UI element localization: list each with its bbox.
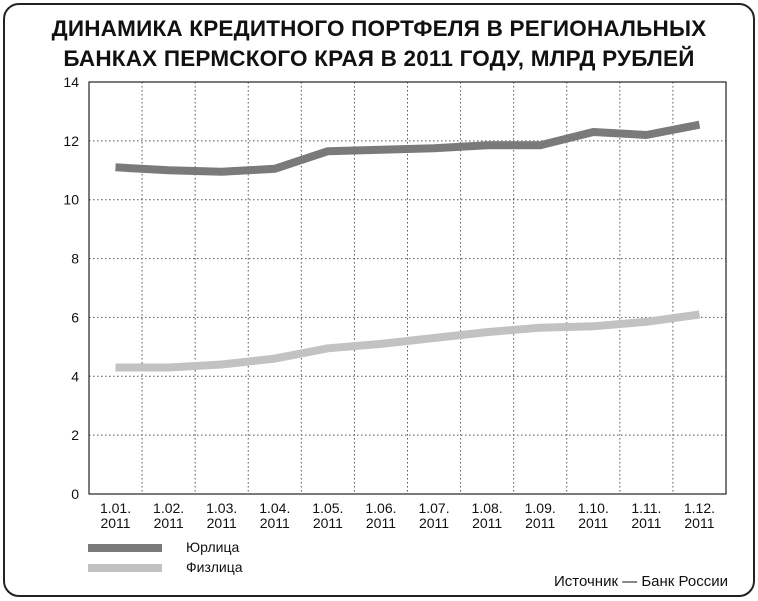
y-tick-label-4: 8 xyxy=(71,251,79,267)
chart-title: ДИНАМИКА КРЕДИТНОГО ПОРТФЕЛЯ В РЕГИОНАЛЬ… xyxy=(0,14,758,74)
series-line-1 xyxy=(115,310,701,372)
x-tick-label-date-0: 1.01. xyxy=(100,500,131,516)
x-tick-label-year-11: 2011 xyxy=(684,515,714,531)
x-tick-label-date-9: 1.10. xyxy=(578,500,609,516)
x-tick-label-year-2: 2011 xyxy=(207,515,237,531)
legend-label-fizlitsa: Физлица xyxy=(186,559,243,575)
x-tick-label-date-10: 1.11. xyxy=(631,500,661,516)
x-tick-label-date-6: 1.07. xyxy=(418,500,449,516)
x-tick-label-date-3: 1.04. xyxy=(259,500,290,516)
y-tick-label-3: 6 xyxy=(71,309,79,325)
x-tick-label-date-11: 1.12. xyxy=(684,500,715,516)
x-tick-label-year-5: 2011 xyxy=(366,515,396,531)
y-tick-label-5: 10 xyxy=(63,192,79,208)
x-tick-label-date-8: 1.09. xyxy=(525,500,556,516)
x-tick-label-date-1: 1.02. xyxy=(153,500,184,516)
x-tick-label-year-9: 2011 xyxy=(578,515,608,531)
x-tick-label-date-4: 1.05. xyxy=(312,500,343,516)
x-tick-label-year-7: 2011 xyxy=(472,515,502,531)
x-tick-label-date-5: 1.06. xyxy=(365,500,396,516)
plot-area xyxy=(89,82,726,494)
y-tick-label-0: 0 xyxy=(71,486,79,502)
x-tick-label-year-6: 2011 xyxy=(419,515,449,531)
y-tick-label-1: 2 xyxy=(71,427,79,443)
x-tick-label-year-1: 2011 xyxy=(154,515,184,531)
legend-swatch-yurlitsa xyxy=(88,544,162,552)
x-tick-label-year-8: 2011 xyxy=(525,515,555,531)
source-note: Источник — Банк России xyxy=(553,573,728,590)
legend-label-yurlitsa: Юрлица xyxy=(186,539,240,555)
legend-swatch-fizlitsa xyxy=(88,564,162,572)
y-tick-label-7: 14 xyxy=(63,74,79,90)
x-tick-label-year-4: 2011 xyxy=(313,515,343,531)
x-tick-label-date-2: 1.03. xyxy=(206,500,237,516)
chart-title-line-1: ДИНАМИКА КРЕДИТНОГО ПОРТФЕЛЯ В РЕГИОНАЛЬ… xyxy=(51,16,707,41)
x-tick-label-year-0: 2011 xyxy=(100,515,130,531)
x-tick-label-year-10: 2011 xyxy=(631,515,661,531)
plot-border xyxy=(88,81,727,495)
x-tick-label-date-7: 1.08. xyxy=(472,500,503,516)
chart-title-line-2: БАНКАХ ПЕРМСКОГО КРАЯ В 2011 ГОДУ, МЛРД … xyxy=(63,46,695,71)
x-tick-label-year-3: 2011 xyxy=(260,515,290,531)
series-line-0 xyxy=(115,120,701,176)
y-tick-label-2: 4 xyxy=(71,368,79,384)
y-tick-label-6: 12 xyxy=(63,133,79,149)
